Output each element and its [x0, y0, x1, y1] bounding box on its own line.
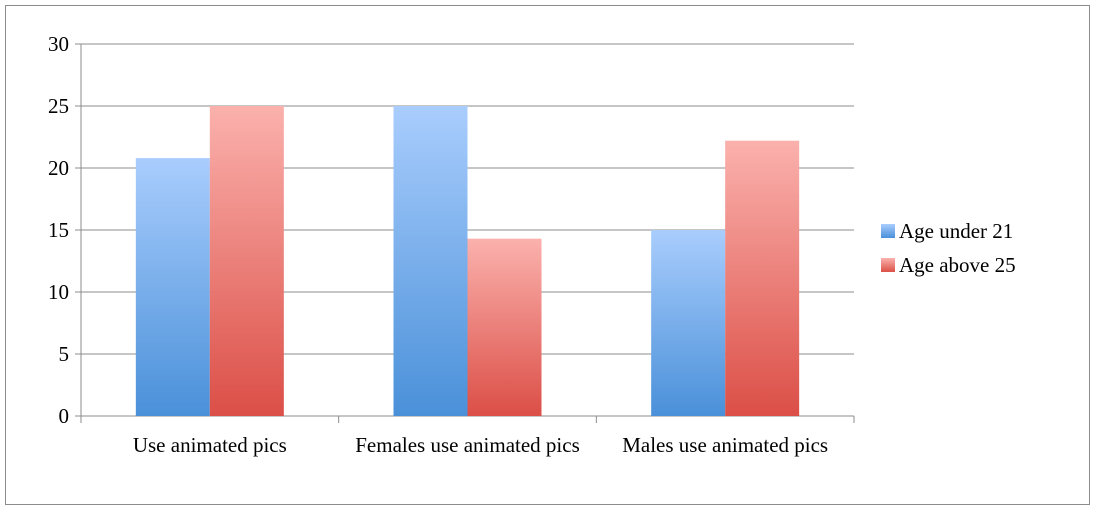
bar: [651, 230, 726, 416]
bars: [135, 106, 800, 416]
legend: Age under 21 Age above 25: [881, 219, 1016, 277]
legend-label: Age under 21: [899, 219, 1013, 243]
y-tick-label: 0: [59, 404, 70, 428]
category-label: Females use animated pics: [355, 433, 580, 457]
y-tick-label: 25: [48, 94, 69, 118]
bar: [467, 238, 542, 416]
bar: [209, 106, 284, 416]
legend-swatch: [881, 258, 895, 272]
bar-chart: 0 5 10 15 20 25 30 Use animated pics Females us…: [48, 32, 1016, 457]
y-tick-label: 10: [48, 280, 69, 304]
bar: [135, 158, 210, 416]
chart-frame: 0 5 10 15 20 25 30 Use animated pics Females us…: [5, 5, 1090, 505]
legend-swatch: [881, 224, 895, 238]
y-tick-label: 20: [48, 156, 69, 180]
y-tick-labels: 0 5 10 15 20 25 30: [48, 32, 69, 428]
category-label: Males use animated pics: [622, 433, 828, 457]
category-labels: Use animated pics Females use animated pi…: [133, 433, 828, 457]
y-tick-label: 5: [59, 342, 70, 366]
category-label: Use animated pics: [133, 433, 287, 457]
legend-label: Age above 25: [899, 253, 1016, 277]
y-tick-label: 30: [48, 32, 69, 56]
y-tick-label: 15: [48, 218, 69, 242]
bar: [725, 140, 800, 416]
bar: [393, 106, 468, 416]
